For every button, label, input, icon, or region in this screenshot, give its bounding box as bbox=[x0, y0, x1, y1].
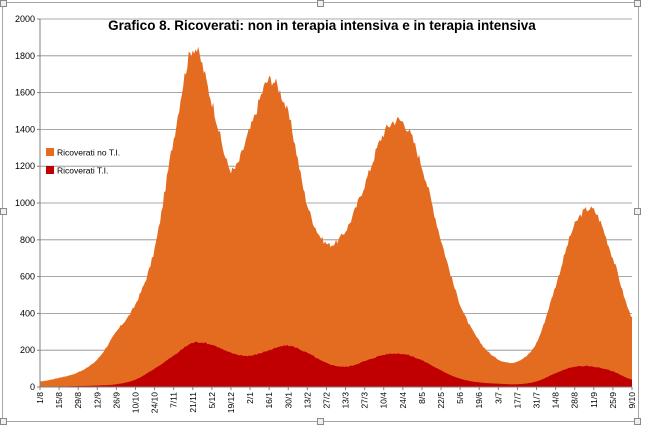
x-tick-label: 16/1 bbox=[264, 392, 274, 409]
legend-swatch-0 bbox=[46, 148, 54, 156]
y-tick-labels: 0 200 400 600 800 1000 1200 1400 1600 1800 2000 bbox=[15, 14, 35, 392]
y-tick-label: 1400 bbox=[15, 124, 35, 134]
x-tick-label: 8/5 bbox=[417, 392, 427, 404]
legend: Ricoverati no T.I. Ricoverati T.I. bbox=[46, 148, 120, 176]
y-tick-label: 2000 bbox=[15, 14, 35, 24]
x-tick-label: 17/7 bbox=[512, 392, 522, 409]
resize-handle-bottom-right[interactable] bbox=[634, 418, 641, 425]
legend-label-1: Ricoverati T.I. bbox=[57, 166, 108, 176]
x-tick-label: 10/4 bbox=[379, 392, 389, 409]
series-area-1 bbox=[40, 341, 632, 387]
x-tick-label: 13/3 bbox=[341, 392, 351, 409]
x-tick-label: 12/9 bbox=[92, 392, 102, 409]
x-tick-label: 25/9 bbox=[608, 392, 618, 409]
x-tick-label: 19/12 bbox=[226, 392, 236, 414]
x-tick-label: 9/10 bbox=[627, 392, 637, 409]
legend-swatch-1 bbox=[46, 166, 54, 174]
x-tick-label: 30/1 bbox=[283, 392, 293, 409]
y-tick-label: 1200 bbox=[15, 161, 35, 171]
y-tick-label: 1800 bbox=[15, 51, 35, 61]
x-tick-label: 19/6 bbox=[474, 392, 484, 409]
x-tick-label: 28/8 bbox=[570, 392, 580, 409]
resize-handle-middle-left[interactable] bbox=[0, 208, 7, 215]
x-tick-label: 22/5 bbox=[436, 392, 446, 409]
x-tick-label: 3/7 bbox=[493, 392, 503, 404]
x-tick-label: 24/10 bbox=[150, 392, 160, 414]
x-tick-label: 26/9 bbox=[111, 392, 121, 409]
y-tick-label: 400 bbox=[20, 308, 35, 318]
x-tick-label: 11/9 bbox=[589, 392, 599, 408]
resize-handle-middle-right[interactable] bbox=[634, 208, 641, 215]
resize-handle-top-left[interactable] bbox=[0, 0, 7, 7]
x-tick-label: 15/8 bbox=[54, 392, 64, 409]
y-tick-label: 1000 bbox=[15, 198, 35, 208]
y-tick-label: 800 bbox=[20, 235, 35, 245]
chart-title: Grafico 8. Ricoverati: non in terapia in… bbox=[108, 18, 536, 33]
x-tick-label: 29/8 bbox=[73, 392, 83, 409]
resize-handle-top-right[interactable] bbox=[634, 0, 641, 7]
x-tick-label: 1/8 bbox=[35, 392, 45, 404]
resize-handle-top-middle[interactable] bbox=[317, 0, 324, 7]
series-areas bbox=[40, 46, 632, 388]
x-tick-label: 7/11 bbox=[169, 392, 179, 408]
legend-label-0: Ricoverati no T.I. bbox=[57, 148, 120, 158]
axes bbox=[37, 18, 633, 390]
x-tick-label: 21/11 bbox=[188, 392, 198, 413]
y-tick-label: 0 bbox=[30, 382, 35, 392]
x-tick-label: 14/8 bbox=[551, 392, 561, 409]
x-tick-label: 27/3 bbox=[360, 392, 370, 409]
x-tick-label: 24/4 bbox=[398, 392, 408, 409]
resize-handle-bottom-middle[interactable] bbox=[317, 418, 324, 425]
x-tick-label: 27/2 bbox=[321, 392, 331, 409]
y-tick-label: 200 bbox=[20, 345, 35, 355]
y-tick-label: 1600 bbox=[15, 88, 35, 98]
x-tick-label: 31/7 bbox=[532, 392, 542, 409]
x-tick-labels: 1/8 15/8 29/8 12/9 26/9 10/10 24/10 7/11 21/11 5/… bbox=[35, 392, 637, 414]
resize-handle-bottom-left[interactable] bbox=[0, 418, 7, 425]
y-tick-label: 600 bbox=[20, 272, 35, 282]
x-tick-label: 13/2 bbox=[302, 392, 312, 409]
x-tick-label: 5/12 bbox=[207, 392, 217, 409]
x-tick-label: 10/10 bbox=[130, 392, 140, 414]
series-area-0 bbox=[40, 46, 632, 388]
x-tick-label: 5/6 bbox=[455, 392, 465, 404]
x-tick-label: 2/1 bbox=[245, 392, 255, 404]
